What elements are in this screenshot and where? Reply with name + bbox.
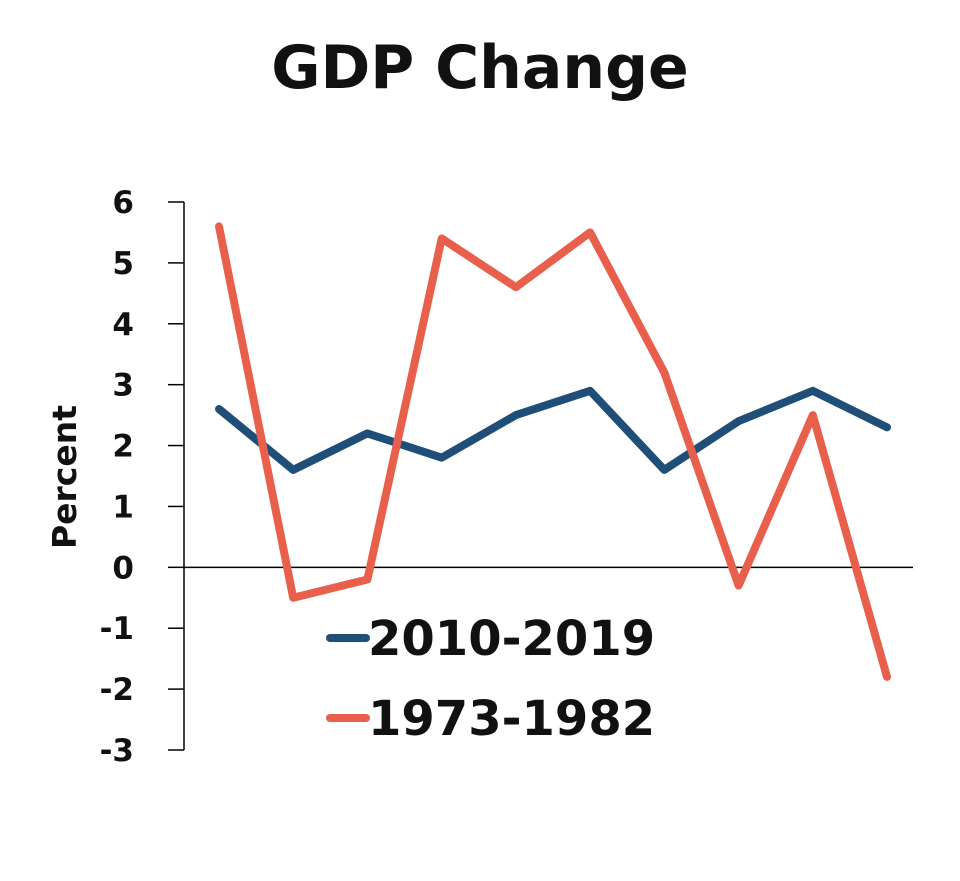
legend: 2010-2019 1973-1982 (326, 611, 655, 747)
y-tick-label: 4 (112, 307, 134, 343)
y-tick-label: 5 (112, 246, 134, 282)
y-tick-label: -1 (100, 611, 134, 647)
y-tick-label: 2 (112, 429, 134, 465)
legend-label-1973-1982: 1973-1982 (368, 691, 655, 747)
series-line-2010-2019 (215, 386, 891, 474)
axes: 6 5 4 3 2 1 0 -1 -2 -3 (100, 185, 913, 769)
y-tick-label: -3 (100, 733, 134, 769)
legend-label-2010-2019: 2010-2019 (368, 611, 655, 667)
y-tick-label: 0 (112, 550, 134, 586)
series-layer (215, 222, 891, 681)
y-axis-label: Percent (45, 405, 84, 549)
chart-title: GDP Change (271, 33, 689, 103)
y-tick-label: 6 (112, 185, 134, 221)
y-tick-label: -2 (100, 672, 134, 708)
y-tick-label: 1 (112, 489, 134, 525)
series-line-1973-1982 (215, 222, 891, 681)
y-tick-label: 3 (112, 368, 134, 404)
